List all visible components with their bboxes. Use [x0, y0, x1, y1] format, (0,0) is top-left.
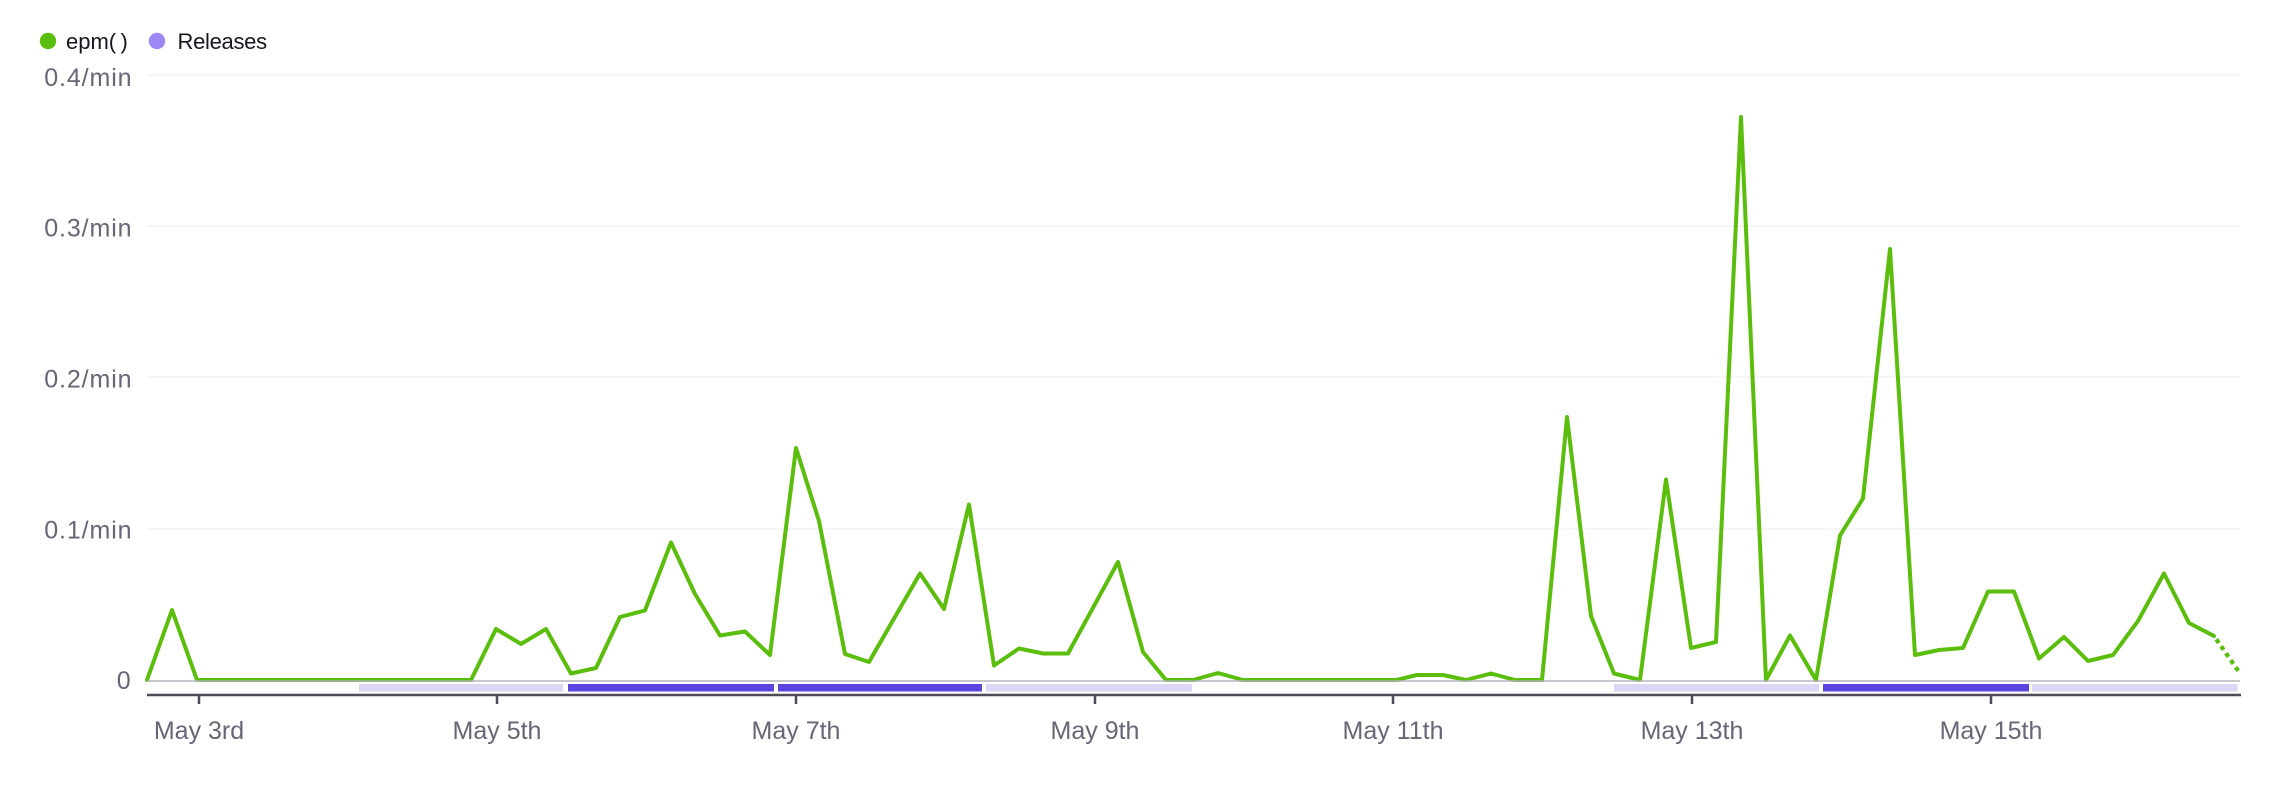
svg-text:May 5th: May 5th — [453, 717, 542, 745]
svg-text:May 11th: May 11th — [1343, 717, 1444, 745]
svg-text:Releases: Releases — [178, 29, 268, 54]
svg-text:May 7th: May 7th — [752, 717, 841, 745]
svg-text:May 9th: May 9th — [1051, 717, 1140, 745]
svg-text:May 15th: May 15th — [1940, 717, 2043, 745]
svg-text:May 3rd: May 3rd — [154, 717, 244, 745]
svg-text:0.3/min: 0.3/min — [44, 215, 132, 243]
svg-text:May 13th: May 13th — [1641, 717, 1744, 745]
svg-text:0.2/min: 0.2/min — [44, 366, 132, 394]
svg-text:0.4/min: 0.4/min — [44, 64, 132, 92]
svg-text:epm( ): epm( ) — [66, 29, 128, 54]
svg-text:0.1/min: 0.1/min — [44, 517, 132, 545]
svg-text:0: 0 — [117, 667, 132, 695]
